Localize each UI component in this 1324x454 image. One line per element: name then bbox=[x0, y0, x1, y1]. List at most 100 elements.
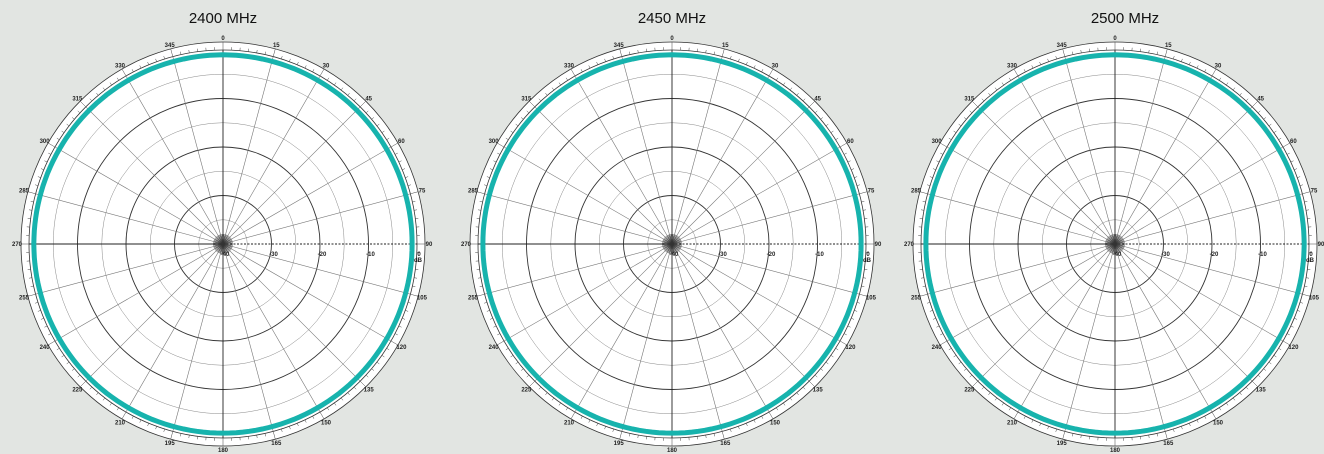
angle-spoke bbox=[1114, 75, 1213, 245]
angle-label-270: 270 bbox=[461, 242, 472, 248]
angle-spoke bbox=[1114, 193, 1303, 245]
angle-tick bbox=[47, 142, 56, 148]
angle-tick bbox=[802, 98, 806, 102]
angle-tick bbox=[730, 56, 732, 60]
angle-tick bbox=[738, 426, 740, 430]
angle-spoke bbox=[484, 243, 673, 295]
angle-tick bbox=[61, 130, 65, 133]
angle-tick bbox=[56, 348, 60, 351]
angle-label-45: 45 bbox=[1257, 96, 1264, 102]
angle-tick bbox=[1252, 381, 1259, 388]
angle-tick bbox=[489, 318, 493, 320]
radial-label: -30 bbox=[1161, 252, 1170, 258]
angle-spoke bbox=[222, 243, 274, 432]
angle-tick bbox=[768, 411, 774, 420]
angle-tick bbox=[479, 201, 483, 203]
angle-label-300: 300 bbox=[932, 139, 943, 145]
angle-spoke bbox=[671, 146, 841, 245]
angle-tick bbox=[1156, 51, 1158, 55]
angle-tick bbox=[386, 137, 390, 140]
angle-tick bbox=[1080, 435, 1082, 439]
angle-tick bbox=[588, 65, 591, 69]
pattern-trace-0 bbox=[31, 52, 415, 436]
angle-tick bbox=[510, 130, 514, 133]
angle-spoke bbox=[671, 243, 810, 382]
chart-title-2500: 2500 MHz bbox=[1090, 10, 1160, 27]
angle-tick bbox=[102, 397, 106, 401]
angle-tick bbox=[981, 98, 985, 102]
angle-tick bbox=[825, 361, 829, 365]
angle-tick bbox=[360, 381, 367, 388]
angle-tick bbox=[505, 137, 509, 140]
angle-tick bbox=[1306, 277, 1310, 279]
angle-label-75: 75 bbox=[1311, 189, 1318, 195]
angle-tick bbox=[994, 87, 998, 91]
angle-tick bbox=[477, 277, 481, 279]
angle-tick bbox=[1245, 98, 1249, 102]
radial-unit-label: dB bbox=[414, 258, 423, 264]
center-spoke bbox=[1113, 234, 1116, 245]
angle-tick bbox=[281, 56, 283, 60]
angle-tick bbox=[390, 142, 399, 148]
angle-tick bbox=[936, 160, 940, 163]
angle-spoke bbox=[1114, 243, 1303, 295]
angle-spoke bbox=[574, 243, 673, 413]
angle-label-75: 75 bbox=[868, 189, 875, 195]
angle-tick bbox=[528, 100, 535, 107]
angle-label-120: 120 bbox=[1288, 345, 1299, 351]
angle-tick bbox=[1297, 310, 1301, 312]
angle-tick bbox=[746, 61, 748, 65]
angle-tick bbox=[1252, 100, 1259, 107]
angle-tick bbox=[612, 428, 614, 432]
angle-tick bbox=[1013, 411, 1019, 420]
angle-tick bbox=[489, 168, 493, 170]
angle-label-195: 195 bbox=[165, 441, 176, 447]
angle-tick bbox=[932, 318, 936, 320]
angle-spoke bbox=[1114, 106, 1253, 245]
angle-tick bbox=[927, 184, 931, 186]
angle-tick bbox=[410, 191, 419, 195]
angle-tick bbox=[1204, 69, 1207, 73]
angle-tick bbox=[1268, 123, 1272, 127]
angle-tick bbox=[835, 137, 839, 140]
angle-tick bbox=[580, 69, 583, 73]
angle-tick bbox=[139, 65, 142, 69]
radial-label: -20 bbox=[318, 252, 327, 258]
angle-spoke bbox=[1064, 56, 1116, 245]
angle-tick bbox=[1008, 407, 1011, 411]
angle-tick bbox=[948, 348, 952, 351]
angle-tick bbox=[1031, 65, 1034, 69]
radial-label: -30 bbox=[718, 252, 727, 258]
angle-spoke bbox=[1114, 243, 1166, 432]
angle-tick bbox=[835, 348, 839, 351]
radial-label: 0 bbox=[417, 252, 421, 258]
angle-tick bbox=[520, 117, 524, 120]
angle-tick bbox=[637, 435, 639, 439]
angle-tick bbox=[1164, 431, 1168, 440]
angle-tick bbox=[1148, 49, 1150, 53]
angle-tick bbox=[1245, 386, 1249, 390]
angle-tick bbox=[412, 285, 416, 287]
angle-label-240: 240 bbox=[40, 345, 51, 351]
angle-tick bbox=[830, 130, 834, 133]
angle-label-225: 225 bbox=[521, 388, 532, 394]
angle-tick bbox=[969, 374, 973, 378]
angle-tick bbox=[920, 277, 924, 279]
angle-tick bbox=[1181, 426, 1183, 430]
angle-tick bbox=[1211, 68, 1217, 77]
angle-label-300: 300 bbox=[40, 139, 51, 145]
angle-tick bbox=[570, 411, 576, 420]
angle-label-15: 15 bbox=[1165, 43, 1172, 49]
angle-spoke bbox=[222, 193, 411, 245]
radial-label: -10 bbox=[1258, 252, 1267, 258]
angle-tick bbox=[1239, 92, 1242, 96]
angle-label-225: 225 bbox=[72, 388, 83, 394]
radial-unit-label: dB bbox=[1306, 258, 1315, 264]
angle-spoke bbox=[35, 243, 224, 295]
angle-tick bbox=[1263, 368, 1267, 371]
angle-tick bbox=[1072, 51, 1074, 55]
angle-tick bbox=[1290, 325, 1294, 328]
angle-label-60: 60 bbox=[847, 139, 854, 145]
angle-tick bbox=[545, 392, 548, 396]
